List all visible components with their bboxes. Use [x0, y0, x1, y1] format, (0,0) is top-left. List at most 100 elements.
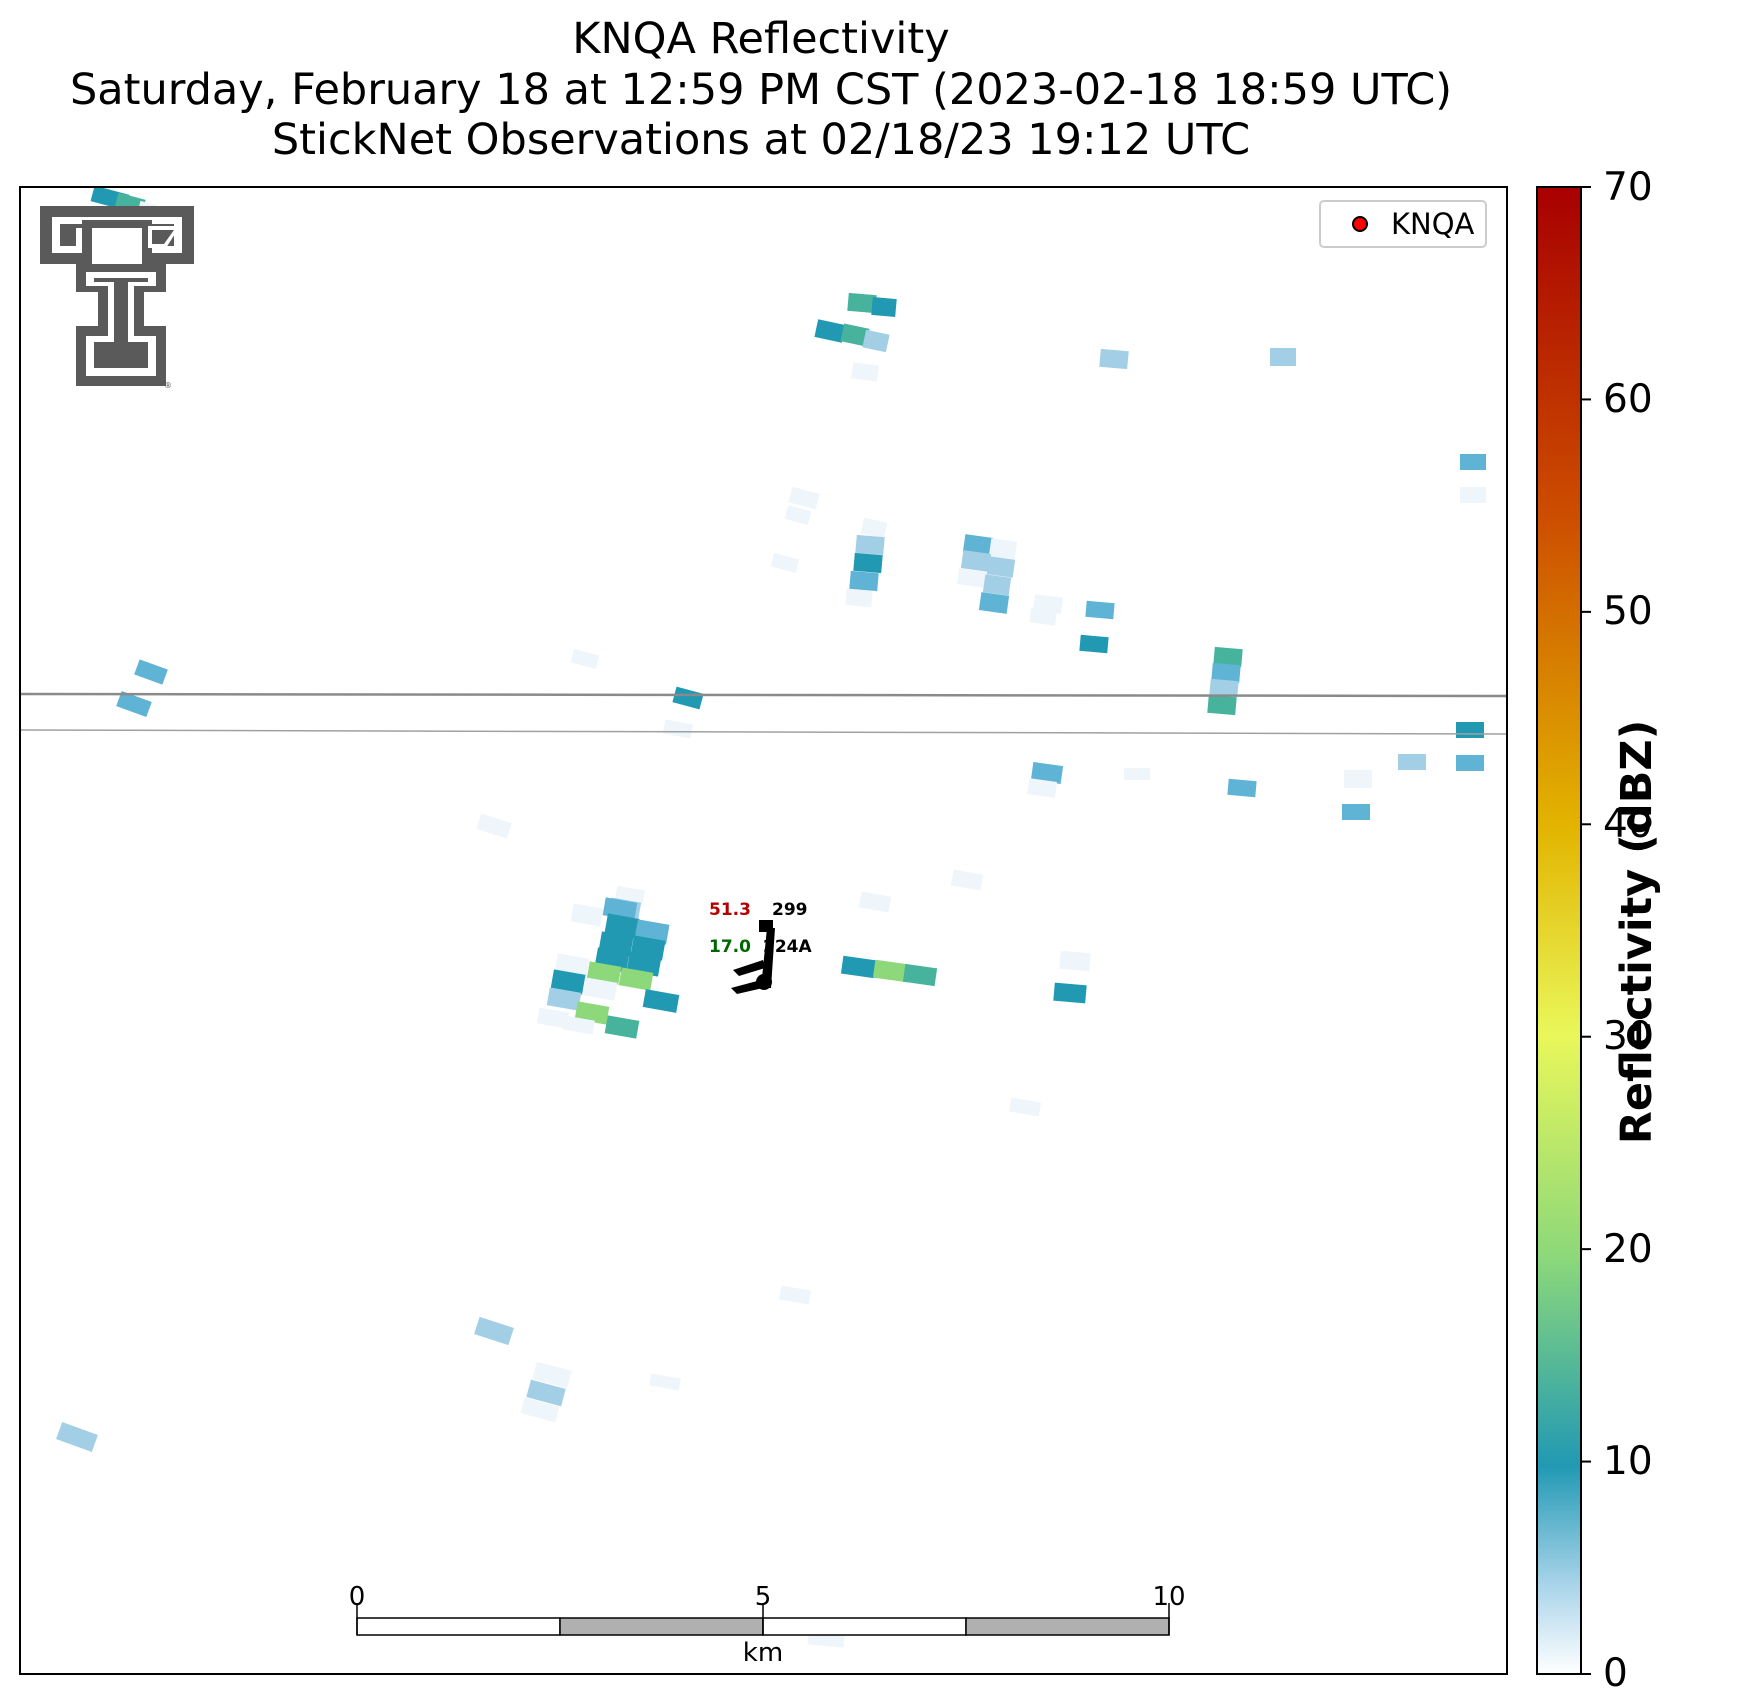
radar-cell — [902, 963, 938, 987]
radar-cell — [476, 813, 512, 839]
wind-barb — [731, 920, 775, 994]
colorbar-label: Reflectivity (dBZ) — [1612, 719, 1662, 1145]
radar-cell — [845, 588, 873, 608]
reflectivity-layer — [56, 187, 1486, 1648]
radar-cell — [526, 1379, 566, 1407]
radar-cell — [860, 517, 888, 539]
legend-label: KNQA — [1391, 207, 1475, 241]
station-dewpoint: 17.0 — [709, 937, 751, 957]
radar-cell — [1398, 754, 1426, 770]
radar-cell — [779, 1285, 811, 1305]
station-temperature: 51.3 — [709, 900, 751, 920]
radar-cell — [986, 556, 1016, 578]
scale-bar — [356, 1603, 1170, 1636]
radar-cell — [1027, 778, 1057, 798]
radar-cell — [840, 323, 870, 347]
radar-cell — [563, 1015, 595, 1035]
radar-cell — [872, 959, 910, 983]
radar-cell — [1456, 755, 1484, 771]
station-id: 224A — [763, 937, 812, 957]
radar-cell — [1344, 770, 1372, 788]
colorbar-tick-20: 20 — [1603, 1227, 1653, 1272]
colorbar — [1536, 186, 1582, 1675]
radar-cell — [840, 955, 878, 979]
radar-cell — [988, 538, 1018, 560]
radar-cell — [618, 967, 654, 991]
radar-cell — [1059, 950, 1091, 972]
radar-cell — [950, 869, 984, 891]
radar-cell — [770, 552, 800, 574]
chart-subtitle-obs: StickNet Observations at 02/18/23 19:12 … — [271, 115, 1251, 165]
colorbar-tick-70: 70 — [1603, 165, 1653, 210]
radar-cell — [962, 534, 994, 556]
radar-cell — [532, 1361, 572, 1389]
radar-cell — [1030, 761, 1064, 785]
radar-cell — [1270, 348, 1296, 366]
radar-cell — [851, 362, 879, 382]
radar-cell — [586, 961, 622, 985]
radar-cell — [546, 987, 582, 1011]
radar-cell — [536, 1007, 570, 1029]
svg-text:®: ® — [164, 381, 172, 390]
radar-cell — [1456, 722, 1484, 738]
colorbar-tick-60: 60 — [1603, 377, 1653, 422]
radar-cell — [853, 552, 883, 574]
radar-cell — [56, 1422, 98, 1452]
radar-cell — [847, 292, 877, 314]
radar-cell — [116, 691, 152, 717]
radar-cell — [642, 989, 680, 1013]
radar-cell — [570, 903, 604, 927]
colorbar-tick-40: 40 — [1603, 802, 1653, 847]
radar-cell — [550, 969, 586, 995]
scale-unit: km — [742, 1638, 784, 1668]
radar-cell — [1227, 778, 1257, 798]
radar-cell — [604, 913, 640, 939]
scale-label-10: 10 — [1152, 1582, 1186, 1612]
radar-cell — [570, 648, 600, 670]
scale-label-5: 5 — [754, 1582, 772, 1612]
map-frame — [19, 186, 1508, 1675]
colorbar-tick-0: 0 — [1603, 1651, 1628, 1696]
chart-subtitle-time: Saturday, February 18 at 12:59 PM CST (2… — [69, 65, 1453, 115]
radar-cell — [1009, 1097, 1041, 1117]
texas-tech-logo: ® — [40, 206, 194, 390]
radar-cell — [788, 486, 820, 510]
radar-cell — [604, 1015, 640, 1039]
legend: KNQA — [1319, 200, 1487, 248]
radar-cell — [1207, 694, 1237, 716]
radar-cell — [520, 1397, 560, 1423]
radar-cell — [1079, 634, 1109, 654]
boundary-line — [19, 692, 1508, 698]
radar-cell — [960, 550, 992, 572]
radar-cell — [982, 574, 1012, 596]
radar-cell — [862, 329, 890, 353]
radar-cell — [1099, 348, 1129, 370]
chart-title: KNQA Reflectivity — [572, 14, 950, 64]
radar-cell — [672, 686, 704, 710]
radar-cell — [1460, 487, 1486, 503]
radar-cell — [662, 719, 694, 739]
radar-cell — [1085, 600, 1115, 620]
radar-cell — [134, 659, 168, 685]
radar-cell — [1209, 678, 1239, 698]
legend-marker-icon — [1352, 216, 1368, 232]
colorbar-tick-10: 10 — [1603, 1439, 1653, 1484]
radar-cell — [1213, 646, 1243, 668]
radar-cell — [871, 296, 897, 318]
radar-cell — [784, 505, 812, 525]
radar-cell — [1124, 768, 1150, 780]
radar-cell — [474, 1316, 514, 1346]
colorbar-ticks — [1581, 186, 1591, 1675]
radar-cell — [957, 568, 987, 588]
radar-cell — [649, 1373, 681, 1391]
radar-cell — [858, 891, 892, 913]
colorbar-tick-30: 30 — [1603, 1014, 1653, 1059]
radar-cell — [1029, 608, 1057, 626]
radar-cell — [1342, 804, 1370, 820]
radar-cell — [855, 534, 885, 556]
radar-cell — [814, 319, 846, 343]
radar-cell — [1053, 982, 1087, 1004]
station-pressure: 299 — [772, 900, 808, 920]
radar-cell — [849, 570, 879, 592]
